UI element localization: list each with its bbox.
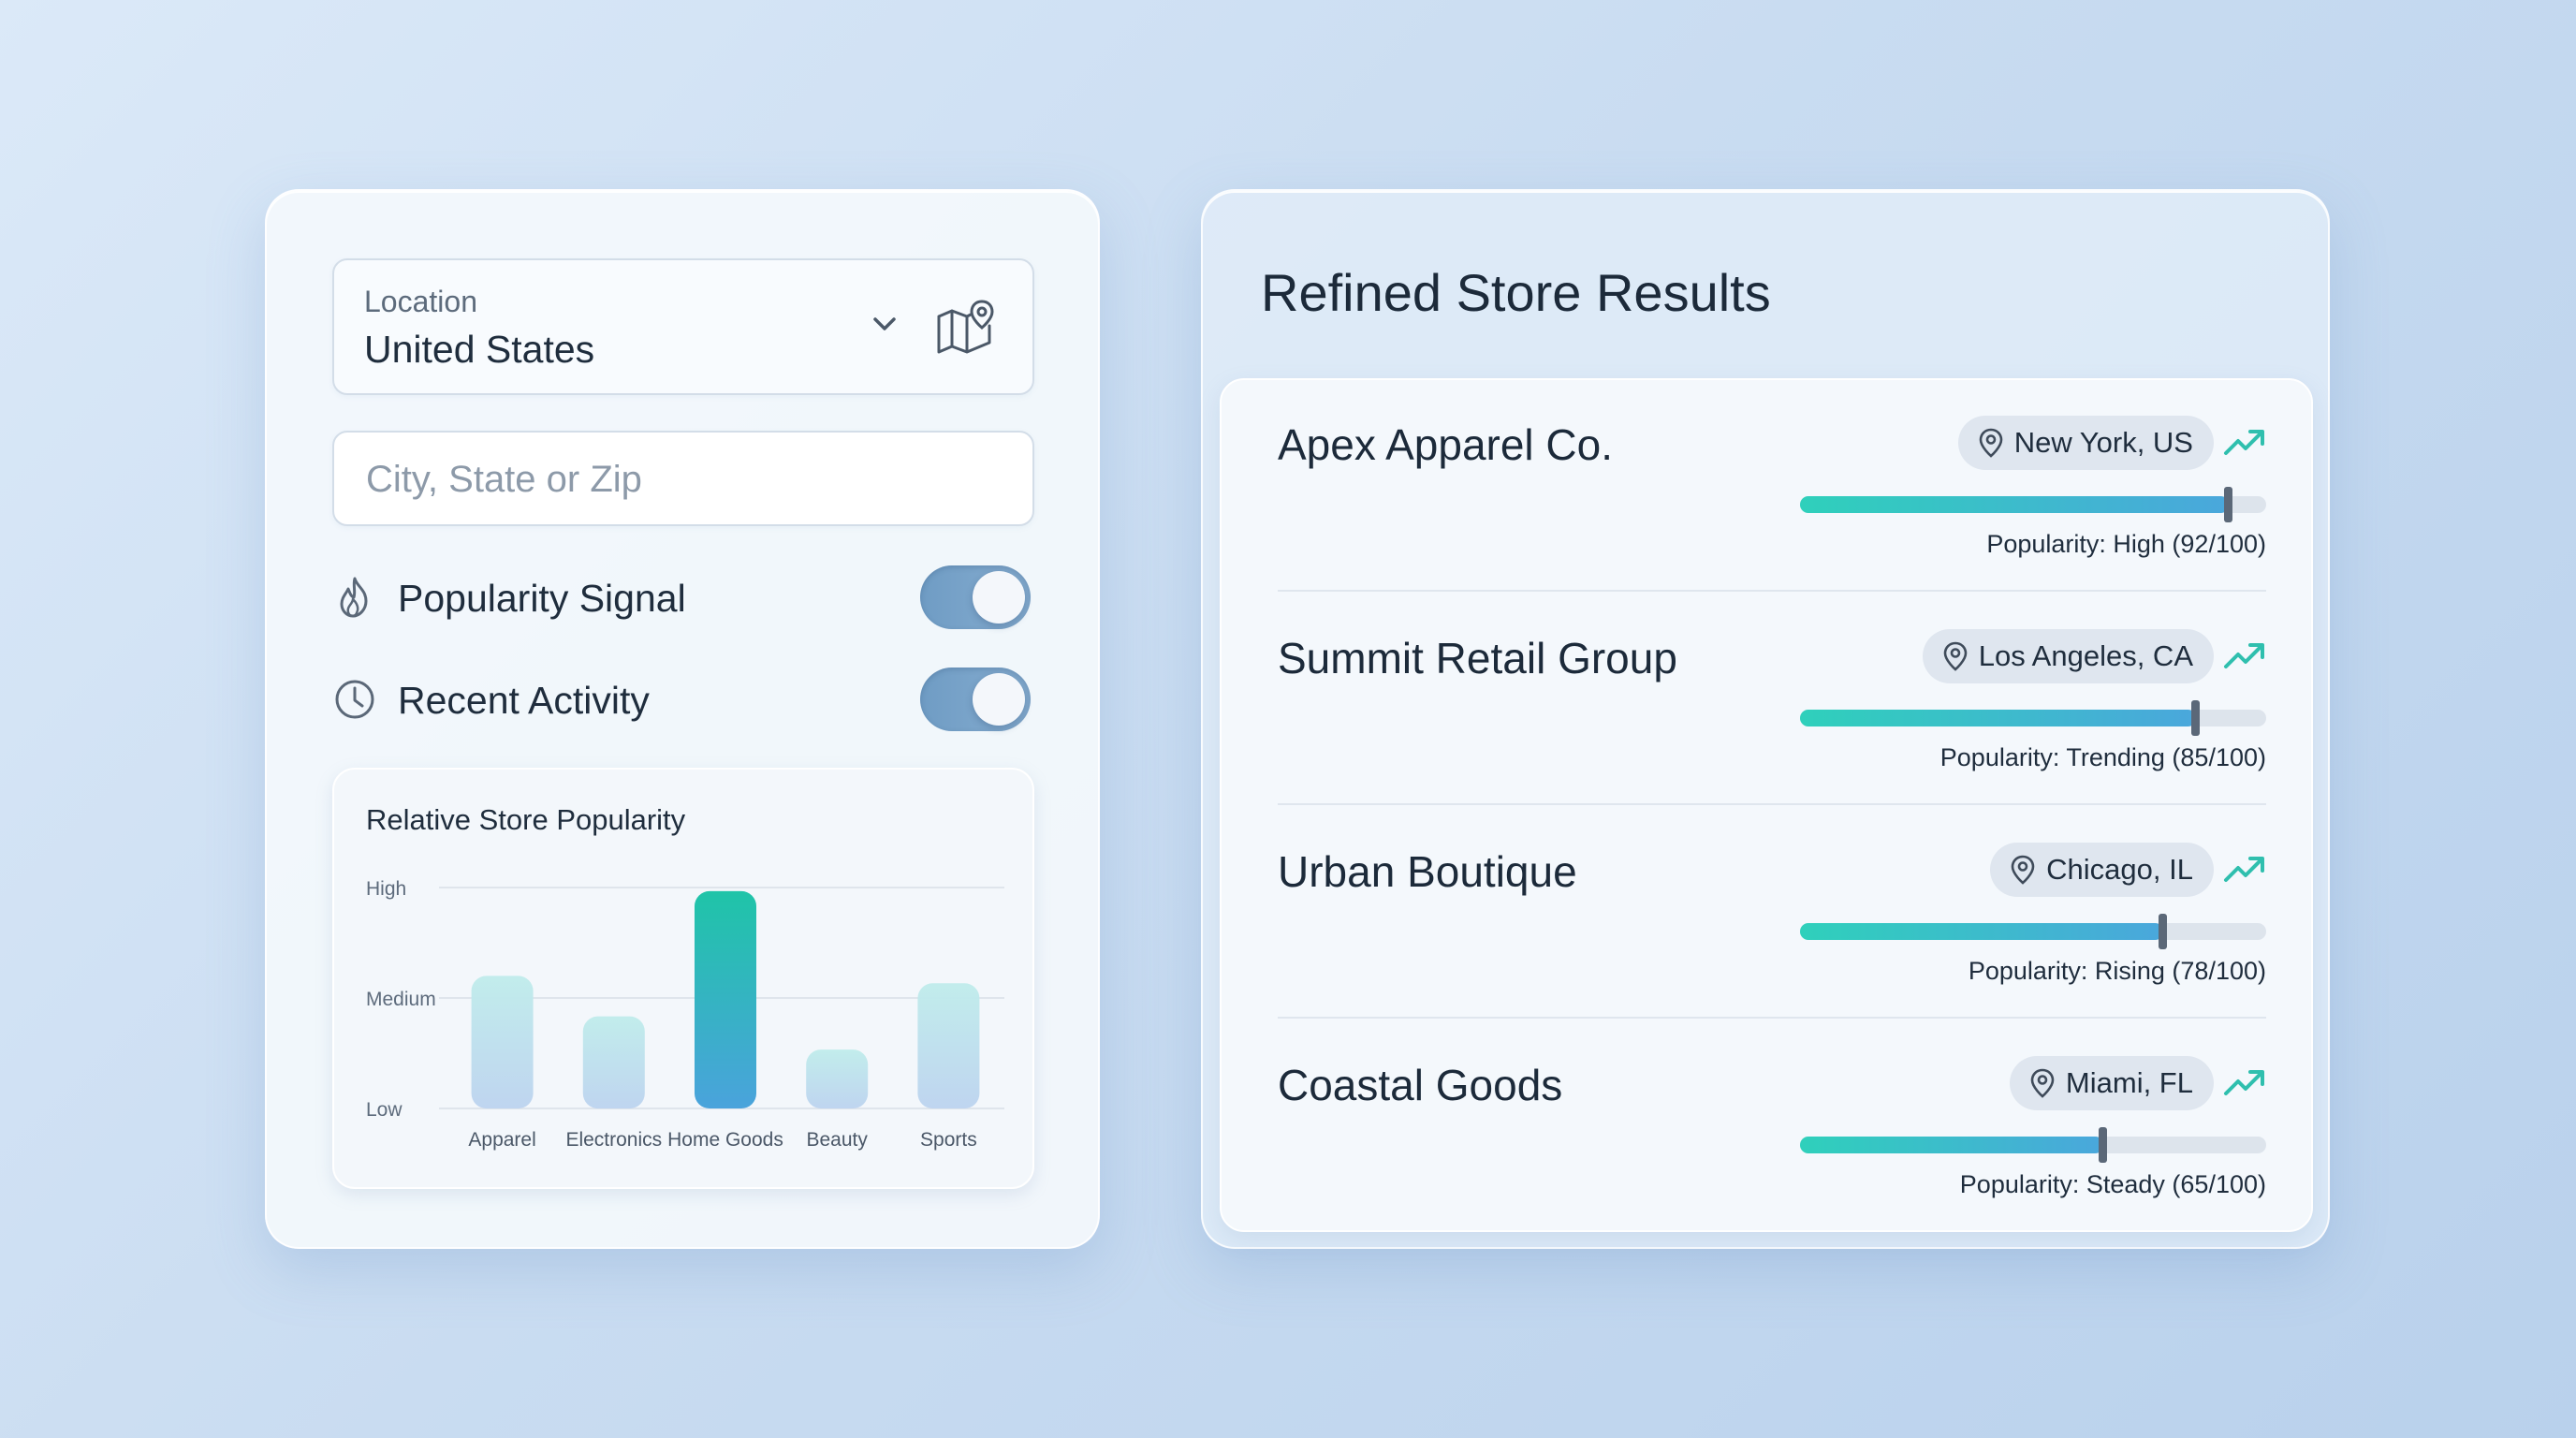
store-name[interactable]: Urban Boutique: [1278, 847, 1577, 896]
x-tick-label: Home Goods: [667, 1129, 783, 1151]
location-text: New York, US: [2013, 426, 2193, 459]
popularity-marker: [2159, 914, 2168, 949]
location-pin-icon: [2030, 1068, 2055, 1098]
location-pin-icon: [1943, 641, 1968, 671]
location-pill[interactable]: Chicago, IL: [1990, 843, 2214, 897]
row-divider: [1278, 803, 2266, 805]
y-tick-label: Low: [366, 1099, 402, 1121]
popularity-bar: [1800, 700, 2266, 736]
store-name[interactable]: Apex Apparel Co.: [1278, 420, 1614, 469]
bar-apparel[interactable]: [471, 976, 534, 1108]
bar-sports[interactable]: [917, 983, 980, 1108]
popularity-bar-fill: [1800, 923, 2164, 940]
row-divider: [1278, 1017, 2266, 1019]
flame-icon: [340, 577, 368, 618]
popularity-bar-fill: [1800, 1137, 2103, 1153]
x-tick-label: Electronics: [565, 1129, 662, 1151]
popularity-text: Popularity: High (92/100): [1986, 530, 2266, 558]
popularity-bar: [1800, 1127, 2266, 1163]
y-tick-label: Medium: [366, 989, 436, 1010]
map-pin-icon[interactable]: [933, 298, 995, 360]
location-pill[interactable]: Miami, FL: [2009, 1056, 2214, 1110]
location-value: United States: [364, 328, 595, 371]
popularity-marker: [2191, 700, 2201, 736]
popularity-chart-card: Relative Store Popularity Low Medium High A…: [332, 768, 1034, 1189]
row-divider: [1278, 590, 2266, 592]
popularity-signal-label: Popularity Signal: [398, 577, 686, 620]
popularity-signal-row: Popularity Signal: [332, 562, 1031, 633]
results-list: Apex Apparel Co. New York, US Popularity: …: [1220, 378, 2313, 1232]
location-pin-icon: [2011, 855, 2035, 885]
toggle-knob: [973, 673, 1025, 726]
store-result-row[interactable]: Summit Retail Group Los Angeles, CA Popula…: [1278, 594, 2266, 805]
popularity-bar: [1800, 914, 2266, 949]
results-panel: Refined Store Results Apex Apparel Co. Ne…: [1201, 189, 2330, 1249]
popularity-marker: [2098, 1127, 2107, 1163]
x-tick-label: Apparel: [468, 1129, 535, 1151]
location-label: Location: [364, 285, 477, 318]
trending-up-icon: [2224, 643, 2264, 668]
trending-up-icon: [2224, 857, 2264, 882]
filter-panel: Location United States Popularity Signal…: [265, 189, 1100, 1249]
trending-up-icon: [2224, 1070, 2264, 1095]
city-state-zip-input[interactable]: [364, 455, 1004, 504]
store-result-row[interactable]: Urban Boutique Chicago, IL Popularity: Ris…: [1278, 807, 2266, 1019]
popularity-bar-fill: [1800, 496, 2230, 513]
chart-title: Relative Store Popularity: [366, 803, 686, 836]
bar-home-goods[interactable]: [695, 890, 756, 1108]
popularity-marker: [2224, 487, 2233, 522]
popularity-text: Popularity: Steady (65/100): [1959, 1170, 2266, 1198]
x-tick-label: Sports: [920, 1129, 977, 1151]
location-pill[interactable]: Los Angeles, CA: [1922, 629, 2214, 683]
trending-up-icon: [2224, 430, 2264, 455]
popularity-bar-chart: Low Medium High Apparel Electronics Home Good…: [366, 878, 1004, 1151]
store-result-row[interactable]: Coastal Goods Miami, FL Popularity: Steady…: [1278, 1020, 2266, 1232]
popularity-signal-toggle[interactable]: [920, 565, 1031, 629]
y-tick-label: High: [366, 878, 406, 900]
location-pill[interactable]: New York, US: [1957, 416, 2214, 470]
location-pin-icon: [1979, 428, 2003, 458]
clock-icon: [335, 680, 374, 719]
recent-activity-label: Recent Activity: [398, 679, 650, 722]
store-result-row[interactable]: Apex Apparel Co. New York, US Popularity: …: [1278, 380, 2266, 592]
bar-electronics[interactable]: [582, 1016, 645, 1108]
city-state-zip-field[interactable]: [332, 431, 1034, 526]
popularity-text: Popularity: Trending (85/100): [1939, 743, 2266, 771]
toggle-knob: [973, 571, 1025, 624]
popularity-bar-fill: [1800, 710, 2197, 726]
location-text: Los Angeles, CA: [1978, 639, 2193, 672]
store-name[interactable]: Summit Retail Group: [1278, 634, 1677, 682]
recent-activity-toggle[interactable]: [920, 668, 1031, 731]
x-tick-label: Beauty: [807, 1129, 869, 1151]
popularity-bar: [1800, 487, 2266, 522]
store-name[interactable]: Coastal Goods: [1278, 1061, 1563, 1109]
popularity-text: Popularity: Rising (78/100): [1968, 957, 2266, 985]
recent-activity-row: Recent Activity: [332, 664, 1031, 735]
location-text: Chicago, IL: [2046, 853, 2193, 886]
location-select[interactable]: Location United States: [332, 258, 1034, 395]
bar-beauty[interactable]: [806, 1049, 869, 1108]
results-title: Refined Store Results: [1261, 263, 1771, 322]
chevron-down-icon[interactable]: [866, 305, 903, 343]
location-text: Miami, FL: [2065, 1066, 2193, 1099]
